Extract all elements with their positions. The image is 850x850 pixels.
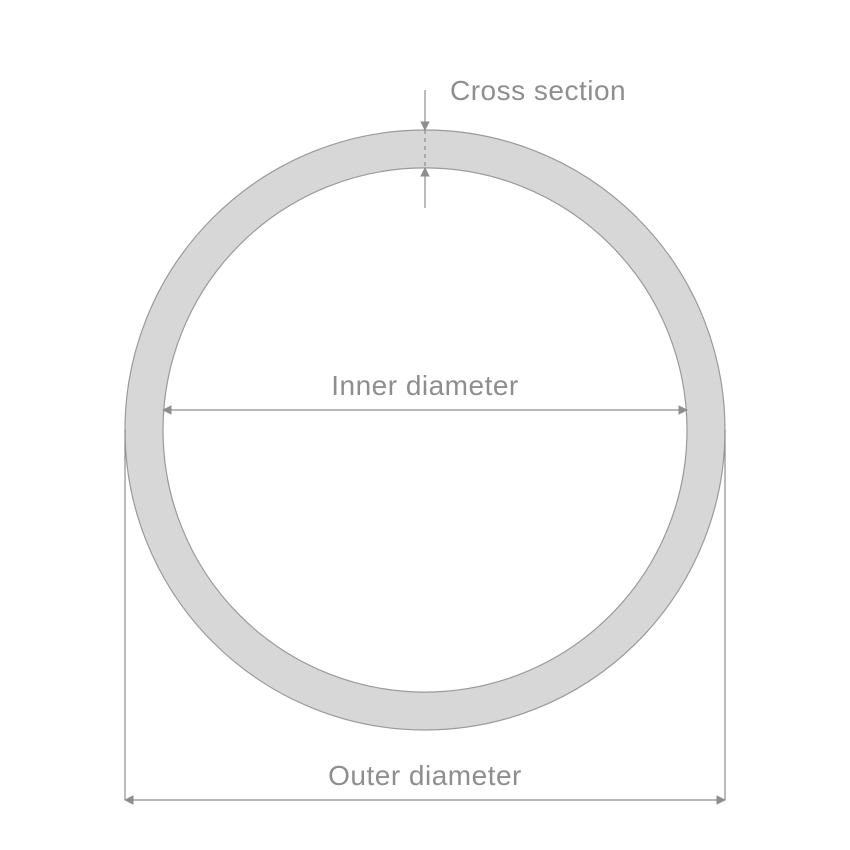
inner-diameter-label: Inner diameter	[331, 370, 519, 401]
ring-shape	[125, 130, 725, 730]
ring-annulus	[125, 130, 725, 730]
cross-section-label: Cross section	[450, 75, 626, 106]
outer-diameter-label: Outer diameter	[328, 760, 522, 791]
ring-dimension-diagram: Cross section Inner diameter Outer diame…	[0, 0, 850, 850]
